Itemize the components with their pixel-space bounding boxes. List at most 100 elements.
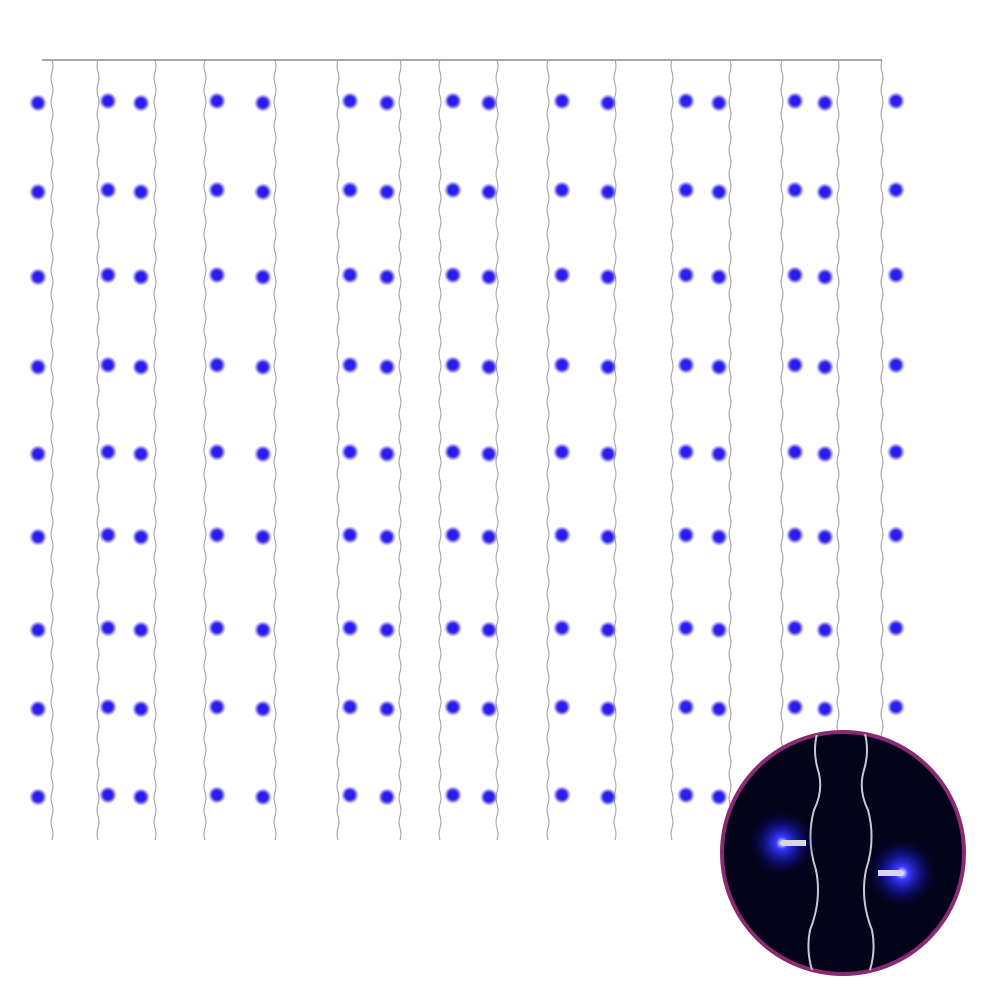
inset-wire [860,732,875,971]
led [791,361,799,369]
strand [670,59,674,841]
led [34,533,42,541]
led [346,97,354,105]
led [791,186,799,194]
led [137,793,145,801]
led [821,705,829,713]
led [715,99,723,107]
led [34,363,42,371]
strand [398,59,402,841]
led [485,450,493,458]
strand [438,59,442,841]
led [137,626,145,634]
led [137,188,145,196]
led [715,626,723,634]
led [383,450,391,458]
inset-led-socket [878,870,902,876]
led [34,188,42,196]
led [34,793,42,801]
strand [50,59,54,841]
led [104,448,112,456]
led [259,533,267,541]
led [137,363,145,371]
led [259,363,267,371]
led [346,624,354,632]
led [892,703,900,711]
led [213,791,221,799]
led [821,273,829,281]
led [821,626,829,634]
led [682,271,690,279]
strand [546,59,550,841]
led [259,188,267,196]
led [383,626,391,634]
led [604,705,612,713]
led [682,97,690,105]
strand [880,59,884,841]
detail-inset [720,730,966,976]
led [715,450,723,458]
strands [50,59,884,841]
led [558,791,566,799]
leds [29,92,905,806]
led [682,791,690,799]
led [259,705,267,713]
led [213,361,221,369]
led [104,97,112,105]
strand [728,59,732,841]
led [104,624,112,632]
led [213,703,221,711]
led [682,531,690,539]
led [558,97,566,105]
led [213,531,221,539]
led [558,703,566,711]
led [383,273,391,281]
led [104,361,112,369]
led [558,624,566,632]
led [104,703,112,711]
strand [780,59,784,841]
led [383,533,391,541]
led [604,188,612,196]
led [821,363,829,371]
led [34,450,42,458]
led [682,186,690,194]
led [791,97,799,105]
led [34,273,42,281]
led [485,705,493,713]
led [449,271,457,279]
led [485,626,493,634]
led [137,273,145,281]
led [821,533,829,541]
led [558,361,566,369]
led [791,703,799,711]
led [449,361,457,369]
led [604,99,612,107]
led [791,624,799,632]
led [259,626,267,634]
led [604,450,612,458]
led [34,99,42,107]
led [892,624,900,632]
led [346,271,354,279]
led [137,99,145,107]
led [892,271,900,279]
led [715,273,723,281]
led [485,273,493,281]
led [682,624,690,632]
led [449,624,457,632]
led [604,533,612,541]
led [383,99,391,107]
led [715,188,723,196]
led [715,793,723,801]
strand [836,59,840,841]
led [259,450,267,458]
led [485,99,493,107]
led [449,186,457,194]
led [558,186,566,194]
led [892,361,900,369]
led [259,273,267,281]
led [821,188,829,196]
